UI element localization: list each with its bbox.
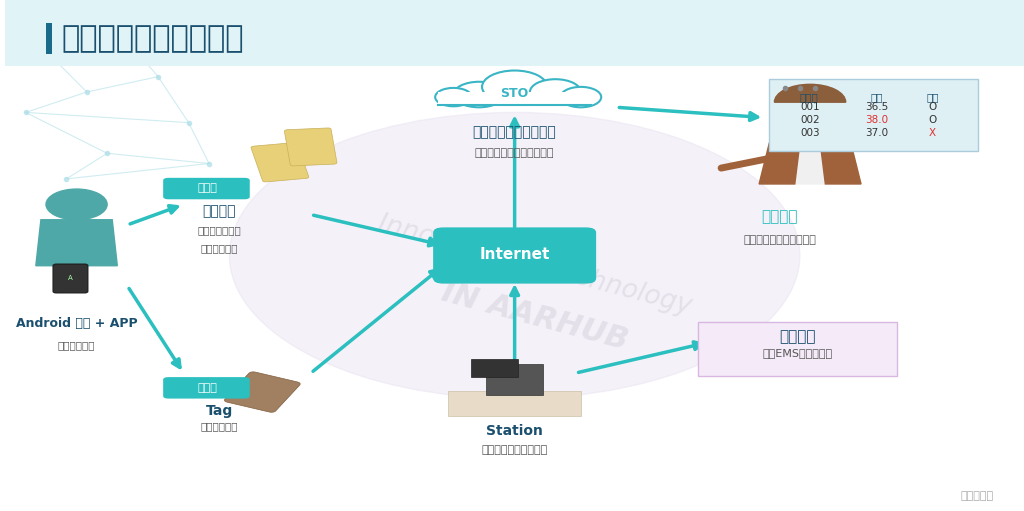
Text: 司圖科技雲端定位引擎: 司圖科技雲端定位引擎: [473, 125, 556, 139]
Text: O: O: [928, 115, 936, 125]
FancyBboxPatch shape: [471, 359, 518, 377]
Text: 持續定位關懷: 持續定位關懷: [201, 422, 238, 432]
FancyBboxPatch shape: [449, 391, 581, 416]
Polygon shape: [820, 143, 861, 184]
Text: Internet: Internet: [479, 247, 550, 262]
FancyBboxPatch shape: [438, 92, 591, 105]
FancyArrowPatch shape: [721, 159, 767, 168]
FancyBboxPatch shape: [5, 0, 1024, 66]
Text: 硬體EMS＋系統整合: 硬體EMS＋系統整合: [762, 347, 833, 358]
FancyBboxPatch shape: [251, 143, 309, 182]
Polygon shape: [759, 143, 861, 184]
Text: A: A: [68, 275, 73, 282]
Text: Android 手機 + APP: Android 手機 + APP: [15, 317, 137, 330]
FancyBboxPatch shape: [163, 178, 250, 199]
Text: 管理單位: 管理單位: [761, 210, 798, 224]
Circle shape: [774, 95, 846, 130]
Text: 001: 001: [800, 102, 819, 112]
Text: 38.0: 38.0: [864, 115, 888, 125]
Circle shape: [435, 88, 472, 106]
Text: 003: 003: [800, 128, 819, 138]
Text: Innovation X Technology: Innovation X Technology: [375, 211, 694, 320]
FancyBboxPatch shape: [769, 79, 978, 151]
Circle shape: [229, 112, 800, 399]
Text: 計算隔離者是否於隔離地點: 計算隔離者是否於隔離地點: [475, 148, 554, 158]
Text: 方案一: 方案一: [197, 183, 217, 193]
Text: Tag: Tag: [206, 404, 232, 417]
Text: O: O: [928, 102, 936, 112]
FancyBboxPatch shape: [433, 227, 596, 284]
Text: 隔離者: 隔離者: [800, 92, 818, 102]
Circle shape: [560, 87, 601, 107]
Text: 方案二: 方案二: [197, 383, 217, 393]
Polygon shape: [759, 143, 800, 184]
Circle shape: [482, 71, 547, 103]
Text: 37.0: 37.0: [864, 128, 888, 138]
FancyBboxPatch shape: [224, 372, 300, 412]
Text: STO: STO: [501, 86, 528, 100]
Text: 邁特電子: 邁特電子: [779, 329, 815, 344]
Text: 居家隔離體溫關懷系統: 居家隔離體溫關懷系統: [61, 24, 244, 53]
FancyBboxPatch shape: [486, 364, 543, 395]
Circle shape: [529, 79, 581, 105]
Text: 將體溫／定位資料拋轉: 將體溫／定位資料拋轉: [481, 445, 548, 455]
Wedge shape: [774, 84, 846, 102]
Text: 即時監管體溫／位置資訊: 即時監管體溫／位置資訊: [743, 235, 816, 245]
Text: 區域到達警示: 區域到達警示: [201, 243, 238, 253]
Text: 36.5: 36.5: [864, 102, 888, 112]
FancyBboxPatch shape: [53, 264, 88, 293]
Text: 系統架構圖: 系統架構圖: [961, 491, 993, 501]
FancyBboxPatch shape: [698, 322, 897, 376]
Circle shape: [46, 189, 108, 220]
Text: 持續體溫回報＋: 持續體溫回報＋: [198, 225, 241, 235]
Text: X: X: [929, 128, 936, 138]
Text: IN AARHUB: IN AARHUB: [438, 278, 632, 356]
Text: 體溫: 體溫: [870, 92, 883, 102]
Polygon shape: [36, 220, 118, 266]
Text: Station: Station: [486, 424, 543, 438]
FancyBboxPatch shape: [285, 128, 337, 166]
Text: 體溫貼片: 體溫貼片: [203, 204, 236, 218]
FancyBboxPatch shape: [163, 377, 250, 399]
Circle shape: [454, 82, 505, 107]
Text: 位置: 位置: [926, 92, 939, 102]
FancyBboxPatch shape: [46, 23, 52, 54]
Text: 002: 002: [800, 115, 819, 125]
Text: 定位電子圍籠: 定位電子圍籠: [57, 340, 95, 350]
